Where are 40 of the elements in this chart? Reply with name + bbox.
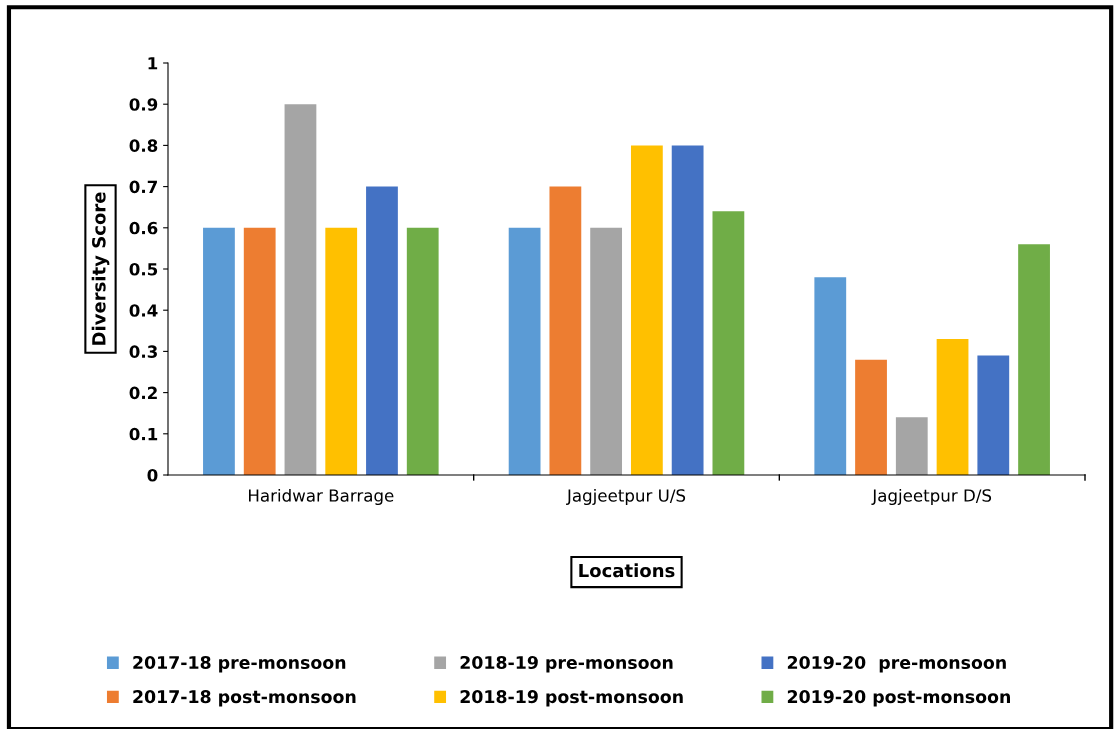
bar [243, 227, 276, 475]
y-tick-label: 1 [148, 57, 158, 70]
legend-label: 2019-20 post-monsoon [787, 690, 1010, 707]
y-tick-label: 0.4 [129, 304, 158, 317]
y-tick-label: 0 [147, 468, 158, 482]
bar [508, 227, 541, 475]
y-tick-label: 0.3 [129, 345, 157, 358]
y-tick-label: 0.8 [129, 139, 158, 152]
bar [284, 104, 317, 475]
legend-label: 2018-19 post-monsoon [460, 690, 683, 707]
bar [977, 355, 1010, 475]
y-tick-label: 0.1 [129, 427, 158, 441]
bar [406, 227, 439, 475]
legend-label: 2018-19 pre-monsoon [460, 655, 673, 673]
bar [712, 211, 745, 475]
x-tick-label: Jagjeetpur D/S [871, 488, 992, 506]
bar [549, 186, 582, 475]
bar [325, 227, 358, 475]
bar [671, 145, 704, 475]
bar [936, 339, 969, 475]
bar [366, 186, 398, 475]
y-tick-label: 0.2 [129, 386, 157, 400]
bar [855, 359, 887, 475]
bar [814, 277, 847, 475]
bar [895, 417, 928, 475]
x-axis-title: Locations [579, 563, 675, 578]
y-axis-title: Diversity Score [91, 192, 110, 345]
legend-label: 2017-18 pre-monsoon [133, 655, 346, 673]
legend-label: 2019-20 pre-monsoon [787, 655, 1006, 673]
x-tick-label: Haridwar Barrage [249, 488, 394, 506]
y-tick-label: 0.7 [129, 180, 157, 194]
y-tick-label: 0.5 [129, 262, 158, 276]
bar [1018, 244, 1050, 475]
x-tick-label: Jagjeetpur U/S [566, 488, 686, 506]
y-tick-label: 0.6 [129, 221, 158, 235]
bar [590, 227, 623, 475]
bar [203, 227, 235, 475]
legend-label: 2017-18 post-monsoon [133, 690, 356, 707]
bar [630, 145, 663, 475]
y-tick-label: 0.9 [129, 98, 158, 111]
